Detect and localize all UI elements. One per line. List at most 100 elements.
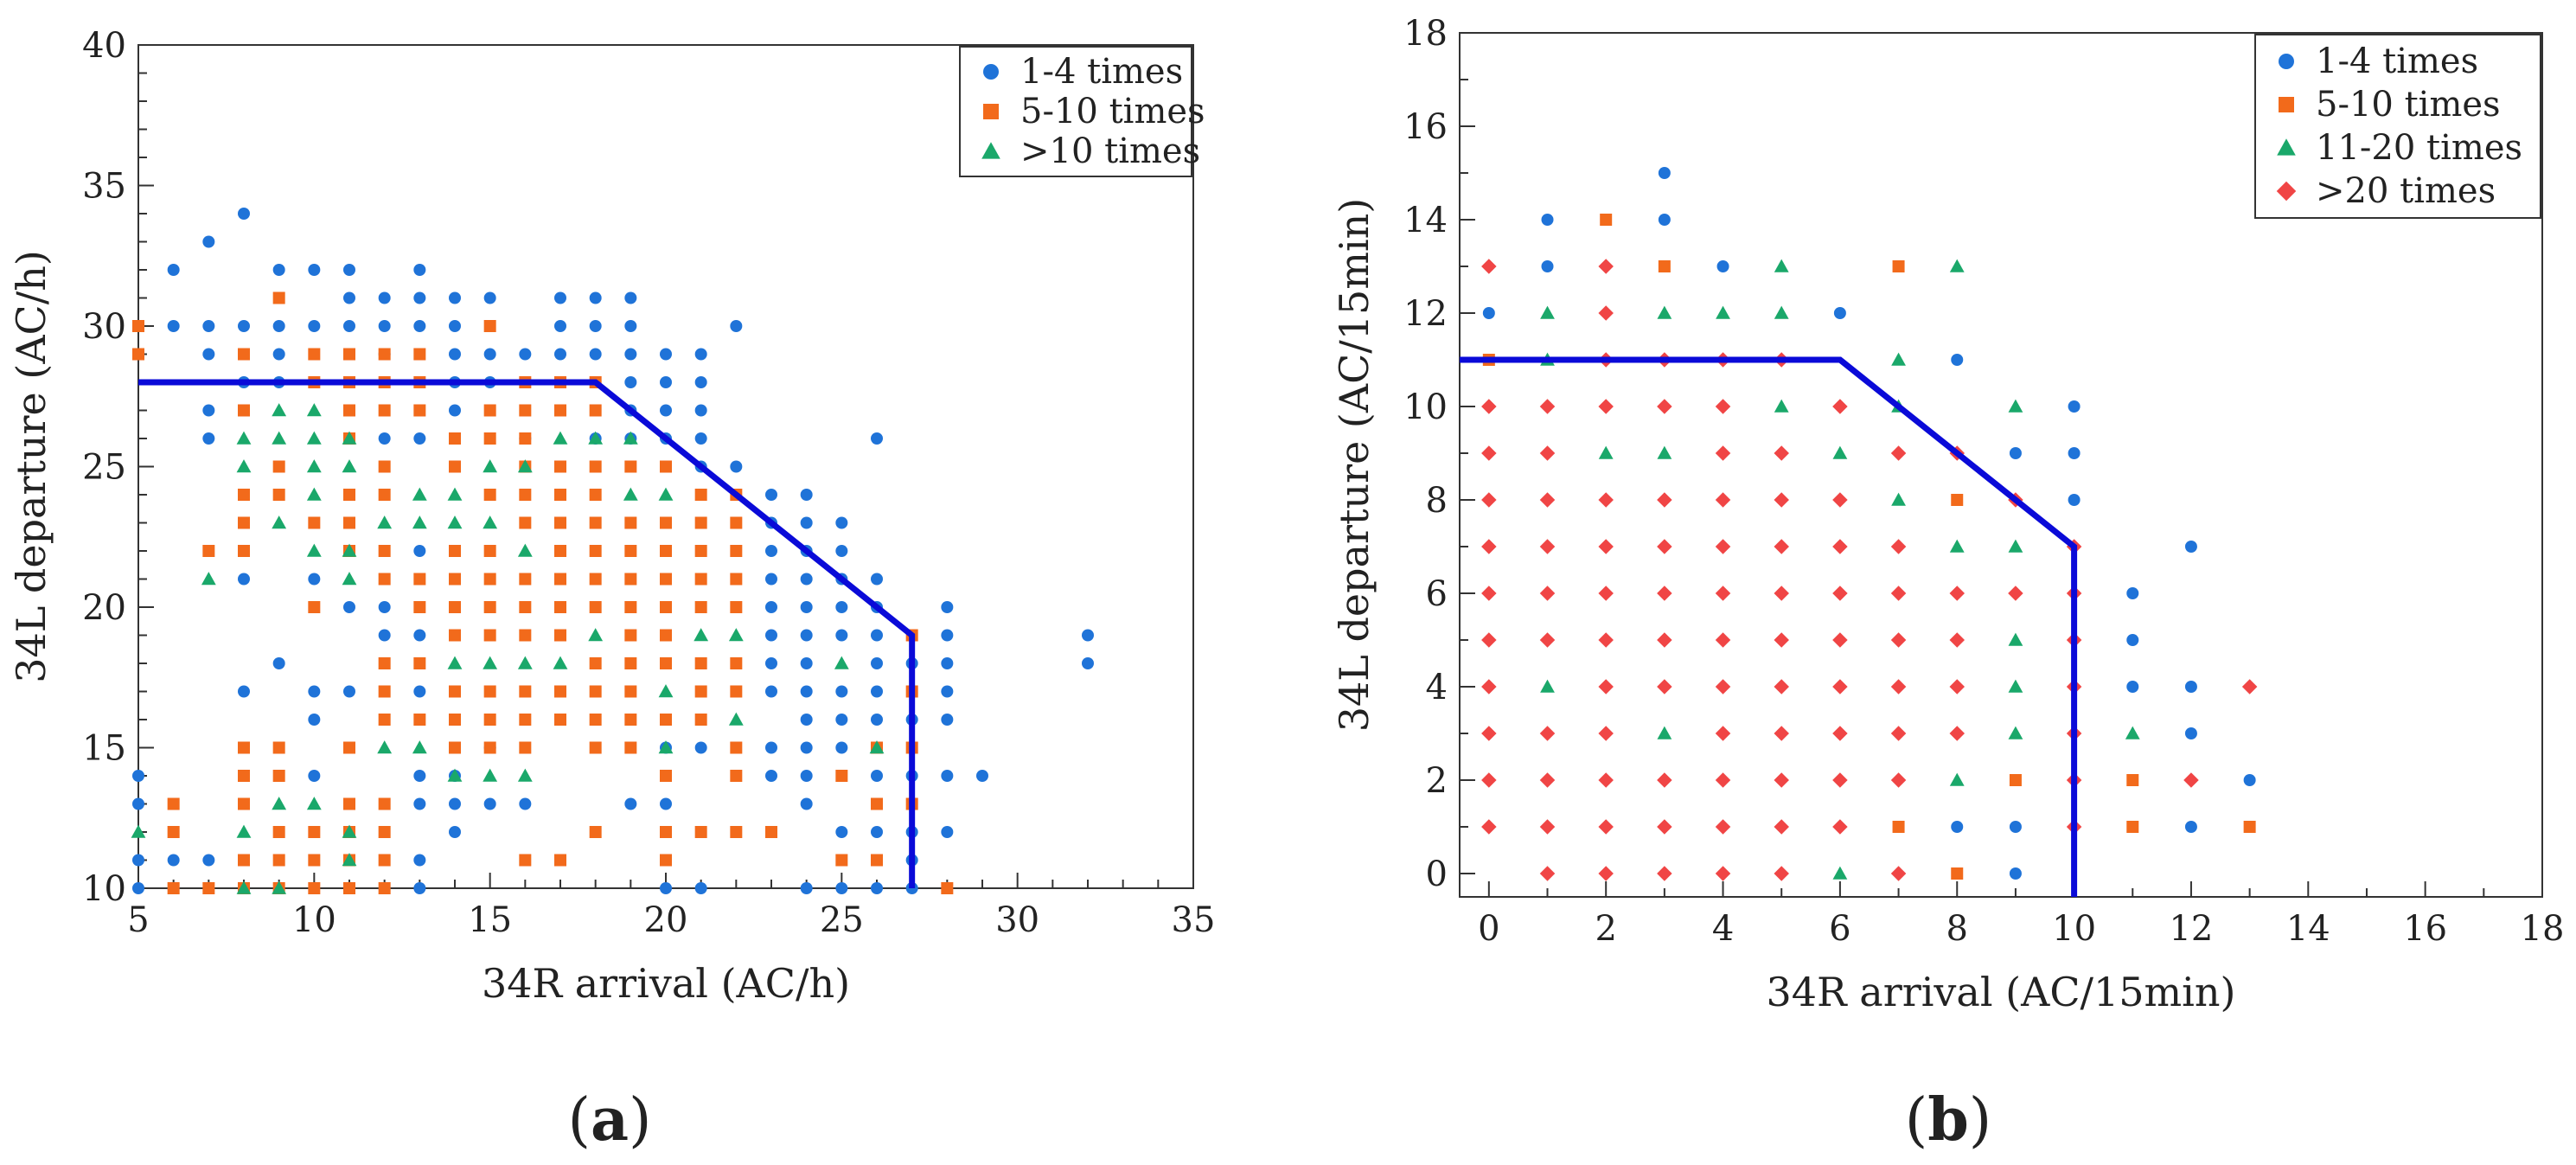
data-point [1539,772,1556,788]
legend-box [2254,34,2541,219]
data-point [1949,586,1965,601]
legend-label: 1-4 times [2316,42,2478,81]
data-point [519,404,532,417]
data-point [378,404,391,417]
data-point [308,516,321,529]
data-point [1715,539,1731,554]
y-tick-label: 35 [82,167,126,207]
data-point [413,432,426,445]
data-point [871,432,883,445]
data-point [272,826,285,838]
data-point [589,404,602,417]
data-point [167,797,180,810]
data-point [519,741,532,754]
data-point [413,797,426,810]
data-point [835,685,848,698]
data-point [1082,629,1094,642]
data-point [308,573,321,586]
data-point [1774,819,1789,835]
x-tick-label: 5 [127,900,149,940]
data-point [483,320,496,332]
data-point [1832,632,1848,648]
data-point [447,768,463,782]
data-point [378,629,391,642]
data-point [730,460,743,473]
data-point [1774,632,1789,648]
data-point [800,657,813,669]
data-point [1774,679,1789,695]
data-point [835,516,848,529]
series-1 [1482,167,2256,880]
data-point [342,459,357,473]
data-point [1481,399,1497,414]
legend-marker [981,142,1000,159]
data-point [624,291,637,304]
data-point [447,487,463,501]
data-point [306,543,322,557]
data-point [1539,492,1556,508]
data-point [554,629,566,642]
data-point [413,404,426,417]
data-point [871,685,883,698]
data-point [378,685,391,698]
data-point [730,685,743,698]
data-point [1598,726,1614,741]
data-point [272,657,285,669]
data-point [1715,445,1731,461]
data-point [1949,259,1965,272]
data-point [1890,679,1907,695]
legend-label: 5-10 times [2316,85,2501,125]
data-point [1481,679,1497,695]
data-point [238,489,250,501]
data-point [554,685,566,698]
data-point [1598,259,1614,274]
data-point [1598,539,1614,554]
data-point [2243,774,2256,786]
data-point [202,348,215,361]
data-point [589,657,602,669]
data-point [658,740,674,754]
data-point [519,516,532,529]
y-tick-label: 4 [1426,668,1448,707]
data-point [343,489,355,501]
data-points [131,208,1094,894]
data-point [449,629,461,642]
data-point [272,770,285,782]
data-point [483,291,496,304]
data-point [236,824,252,838]
data-point [413,882,426,894]
data-point [660,657,672,669]
data-point [554,460,566,473]
data-point [519,714,532,726]
data-point [1832,679,1848,695]
data-point [800,601,813,613]
data-point [1657,305,1672,319]
x-tick-label: 35 [1172,900,1216,940]
data-point [343,516,355,529]
data-point [835,714,848,726]
data-point [449,685,461,698]
data-point [413,573,426,586]
data-point [588,628,604,642]
data-point [483,432,496,445]
data-point [1539,539,1556,554]
data-point [413,320,426,332]
data-point [483,714,496,726]
x-tick-label: 14 [2286,909,2330,949]
data-point [1657,632,1672,648]
data-point [1598,632,1614,648]
data-point [660,714,672,726]
data-point [1833,307,1846,319]
data-point [2125,726,2140,739]
data-point [800,629,813,642]
data-point [132,854,144,867]
data-point [1657,445,1672,459]
data-point [553,431,568,445]
data-point [1481,726,1497,741]
data-point [2009,821,2022,833]
data-point [765,545,777,557]
panel-label-a: (a) [567,1085,651,1155]
data-point [624,516,637,529]
data-point [554,854,566,867]
